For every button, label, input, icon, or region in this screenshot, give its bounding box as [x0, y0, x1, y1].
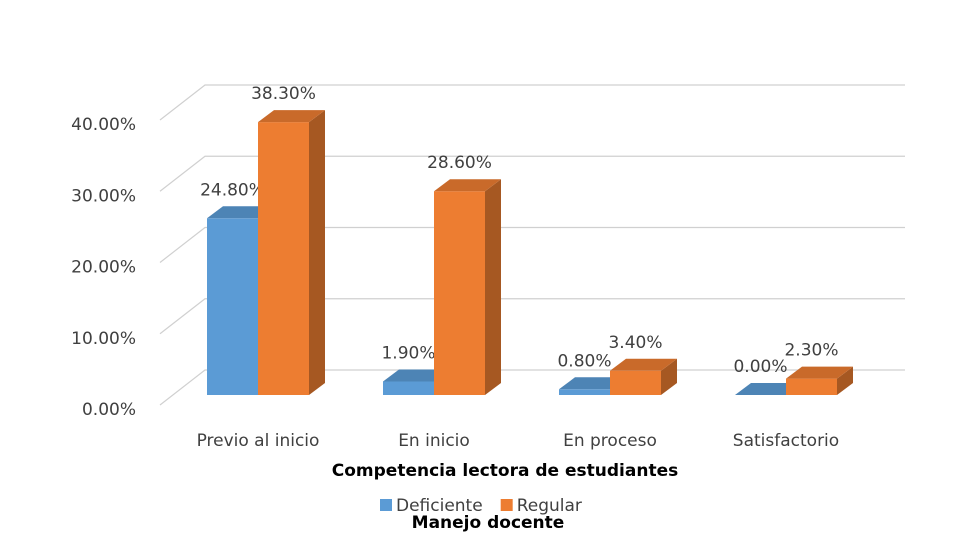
value-label: 0.00%	[733, 357, 787, 377]
legend-label: Regular	[517, 496, 582, 516]
bar-front	[434, 191, 485, 395]
grid-line	[159, 84, 905, 121]
bar-top	[207, 206, 274, 219]
legend-swatch	[380, 499, 392, 511]
grid-line	[159, 226, 905, 263]
bar-top	[434, 179, 501, 192]
value-label: 1.90%	[381, 343, 435, 363]
legend-label: Deficiente	[396, 496, 483, 516]
grid-line	[159, 155, 905, 192]
bar-front	[258, 122, 309, 396]
bar-top	[258, 110, 325, 123]
value-label: 3.40%	[608, 333, 662, 353]
bar-front	[786, 378, 837, 395]
grid-line	[159, 298, 905, 335]
bar	[735, 383, 802, 395]
x-tick-label: Previo al inicio	[197, 431, 320, 451]
value-label: 2.30%	[784, 341, 838, 361]
y-tick-label: 20.00%	[71, 258, 136, 278]
bar-top	[735, 383, 802, 395]
value-label: 38.30%	[251, 84, 316, 104]
bar-front	[207, 218, 258, 395]
bar-front	[383, 381, 434, 395]
bar	[786, 366, 853, 395]
x-tick-label: Satisfactorio	[733, 431, 839, 451]
legend-title: Manejo docente	[412, 513, 565, 533]
y-tick-label: 40.00%	[71, 115, 136, 135]
bar-front	[559, 389, 610, 395]
bar	[434, 179, 501, 395]
y-tick-label: 0.00%	[82, 400, 136, 420]
bar-top	[610, 358, 677, 371]
bar-top	[559, 377, 626, 390]
bar-side	[485, 179, 501, 395]
y-tick-label: 10.00%	[71, 329, 136, 349]
value-label: 0.80%	[557, 351, 611, 371]
bar-side	[837, 366, 853, 395]
bar-top	[786, 366, 853, 379]
bar	[258, 110, 325, 396]
bar-side	[661, 358, 677, 395]
x-tick-label: En proceso	[563, 431, 657, 451]
value-label: 28.60%	[427, 153, 492, 173]
legend-swatch	[500, 499, 513, 511]
value-label: 24.80%	[200, 180, 265, 200]
x-axis-title: Competencia lectora de estudiantes	[332, 461, 678, 481]
x-tick-label: En inicio	[398, 431, 470, 451]
bar-top	[383, 369, 450, 382]
y-tick-label: 30.00%	[71, 186, 136, 206]
bar-side	[309, 110, 325, 396]
bar-front	[610, 370, 661, 395]
bar	[610, 358, 677, 395]
